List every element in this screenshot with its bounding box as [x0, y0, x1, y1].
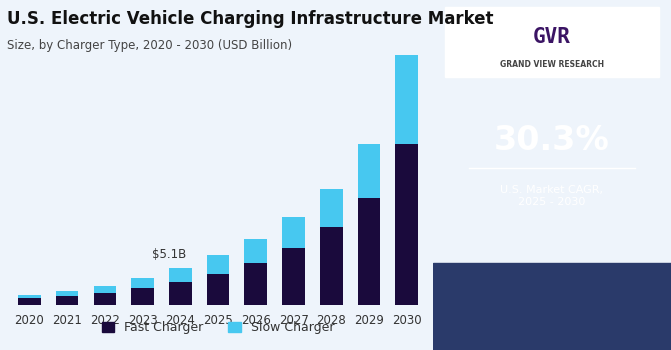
Bar: [445, 7, 659, 77]
Bar: [93, 286, 116, 293]
Bar: [56, 291, 79, 296]
Text: $5.1B: $5.1B: [152, 248, 186, 261]
Bar: [395, 144, 418, 304]
Text: 30.3%: 30.3%: [494, 124, 610, 156]
Bar: [93, 293, 116, 304]
Text: U.S. Market CAGR,
2025 - 2030: U.S. Market CAGR, 2025 - 2030: [501, 185, 603, 207]
Bar: [169, 282, 192, 304]
Bar: [207, 255, 229, 274]
Text: U.S. Electric Vehicle Charging Infrastructure Market: U.S. Electric Vehicle Charging Infrastru…: [7, 10, 493, 28]
Legend: Fast Charger, Slow Charger: Fast Charger, Slow Charger: [97, 316, 340, 339]
Text: Size, by Charger Type, 2020 - 2030 (USD Billion): Size, by Charger Type, 2020 - 2030 (USD …: [7, 38, 292, 51]
Bar: [132, 278, 154, 288]
Bar: [358, 198, 380, 304]
Bar: [244, 263, 267, 304]
Bar: [282, 217, 305, 247]
Text: GVR: GVR: [533, 27, 571, 47]
Bar: [395, 55, 418, 144]
Bar: [282, 247, 305, 304]
Bar: [207, 274, 229, 304]
Bar: [18, 295, 41, 298]
Text: GRAND VIEW RESEARCH: GRAND VIEW RESEARCH: [500, 60, 604, 69]
Bar: [132, 288, 154, 304]
Bar: [244, 239, 267, 263]
Text: Source:
www.grandviewresearch.com: Source: www.grandviewresearch.com: [452, 277, 585, 297]
Bar: [18, 298, 41, 304]
Bar: [320, 228, 343, 304]
Bar: [56, 296, 79, 304]
Bar: [433, 262, 671, 350]
Bar: [169, 268, 192, 282]
Bar: [358, 144, 380, 198]
Bar: [320, 189, 343, 228]
